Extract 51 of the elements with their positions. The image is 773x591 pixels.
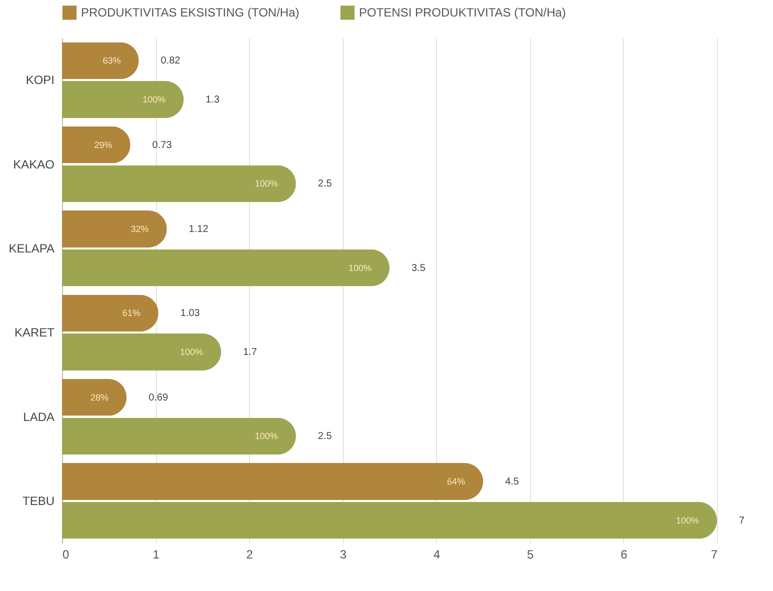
annotation: 100% — [142, 94, 166, 105]
data-label: 2.5 — [318, 431, 332, 442]
y-tick-label: KARET — [14, 326, 56, 340]
bar — [62, 210, 167, 248]
y-tick-label: KOPI — [26, 73, 54, 88]
annotation: 28% — [90, 392, 109, 402]
y-tick-label: KELAPA — [8, 241, 54, 256]
bar — [62, 165, 296, 202]
annotation: 100% — [254, 431, 278, 442]
y-tick-label: TEBU — [22, 494, 54, 508]
data-label: 4.5 — [505, 476, 520, 488]
bar — [62, 418, 296, 455]
data-label: 0.69 — [148, 392, 168, 404]
annotation: 100% — [254, 178, 278, 189]
x-tick-label: 1 — [152, 548, 160, 562]
y-tick-label: LADA — [23, 410, 54, 424]
x-tick-label: 0 — [62, 548, 70, 562]
bar — [62, 42, 139, 80]
bar — [62, 294, 158, 332]
annotation: 100% — [348, 262, 372, 273]
bar — [62, 334, 222, 370]
annotation: 32% — [130, 224, 149, 234]
bar — [62, 463, 484, 500]
annotation: 61% — [122, 308, 140, 318]
legend-label: POTENSI PRODUKTIVITAS (TON/Ha) — [359, 6, 566, 20]
x-tick-label: 4 — [433, 548, 440, 562]
data-label: 1.12 — [188, 224, 209, 235]
data-label: 3.5 — [412, 262, 426, 274]
x-tick-label: 7 — [710, 548, 718, 562]
annotation: 100% — [180, 347, 204, 358]
x-tick-label: 6 — [620, 548, 628, 562]
data-label: 1.7 — [243, 347, 258, 358]
legend-label: PRODUKTIVITAS EKSISTING (TON/Ha) — [81, 6, 300, 20]
x-tick-label: 2 — [246, 548, 254, 562]
data-label: 0.82 — [160, 56, 181, 67]
bar — [62, 502, 717, 539]
x-tick-label: 5 — [527, 548, 534, 562]
data-label: 2.5 — [318, 178, 332, 190]
annotation: 29% — [94, 140, 112, 150]
x-tick-label: 3 — [340, 548, 347, 562]
annotation: 64% — [447, 476, 466, 486]
data-label: 1.3 — [206, 94, 220, 106]
bar — [62, 81, 184, 118]
bar — [62, 126, 130, 164]
y-tick-label: KAKAO — [13, 157, 54, 172]
annotation: 100% — [676, 515, 699, 526]
data-label: 0.73 — [152, 140, 172, 151]
annotation: 63% — [102, 56, 121, 66]
data-label: 7 — [739, 515, 745, 526]
bar — [62, 249, 390, 286]
data-label: 1.03 — [180, 308, 200, 320]
